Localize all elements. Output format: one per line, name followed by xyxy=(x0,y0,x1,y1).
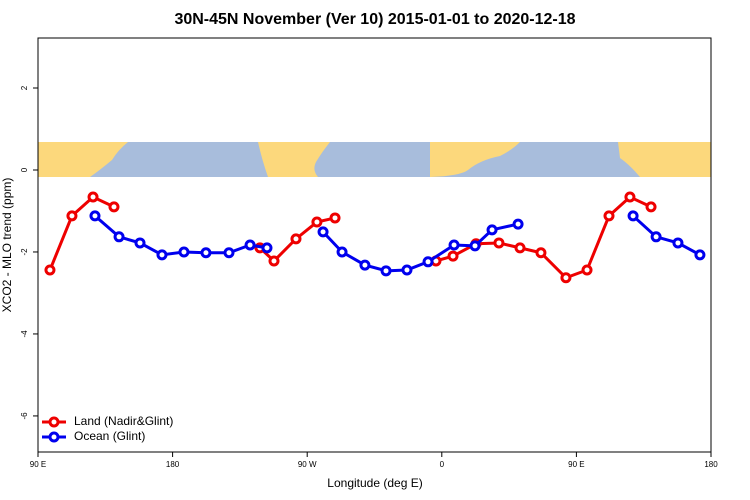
x-tick-label: 90 W xyxy=(298,460,317,469)
point xyxy=(311,216,323,228)
point xyxy=(448,239,460,251)
point xyxy=(66,210,78,222)
series-line xyxy=(48,195,652,280)
point xyxy=(560,272,572,284)
series-line xyxy=(93,214,701,273)
point xyxy=(244,239,256,251)
point xyxy=(694,249,706,261)
legend-label: Land (Nadir&Glint) xyxy=(74,414,173,428)
x-tick-label: 90 E xyxy=(568,460,584,469)
y-tick-label: -2 xyxy=(20,248,29,256)
point xyxy=(89,210,101,222)
x-tick-label: 180 xyxy=(704,460,718,469)
point xyxy=(134,237,146,249)
map-band xyxy=(38,142,711,177)
point xyxy=(627,210,639,222)
point xyxy=(156,249,168,261)
point xyxy=(290,233,302,245)
point xyxy=(261,242,273,254)
x-tick-label: 90 E xyxy=(30,460,46,469)
legend-swatch-point xyxy=(48,431,60,443)
point xyxy=(581,264,593,276)
point xyxy=(268,255,280,267)
x-tick-label: 0 xyxy=(440,460,445,469)
point xyxy=(317,226,329,238)
point xyxy=(486,224,498,236)
point xyxy=(178,246,190,258)
point xyxy=(514,242,526,254)
point xyxy=(603,210,615,222)
point xyxy=(359,259,371,271)
x-tick-label: 180 xyxy=(166,460,180,469)
point xyxy=(329,212,341,224)
point xyxy=(200,247,212,259)
point xyxy=(108,201,120,213)
y-tick-label: -6 xyxy=(20,412,29,420)
point xyxy=(223,247,235,259)
y-tick-label: 2 xyxy=(20,85,29,90)
point xyxy=(44,264,56,276)
y-tick-label: 0 xyxy=(20,167,29,172)
point xyxy=(624,191,636,203)
point xyxy=(401,264,413,276)
x-axis-label: Longitude (deg E) xyxy=(327,476,422,490)
legend-swatch-point xyxy=(48,416,60,428)
point xyxy=(336,246,348,258)
point xyxy=(447,250,459,262)
point xyxy=(512,218,524,230)
chart-title: 30N-45N November (Ver 10) 2015-01-01 to … xyxy=(174,11,575,28)
y-axis-label: XCO2 - MLO trend (ppm) xyxy=(0,178,14,313)
point xyxy=(113,231,125,243)
point xyxy=(469,240,481,252)
point xyxy=(422,256,434,268)
point xyxy=(380,265,392,277)
legend-label: Ocean (Glint) xyxy=(74,429,145,443)
point xyxy=(650,231,662,243)
point xyxy=(672,237,684,249)
y-tick-label: -4 xyxy=(20,330,29,338)
point xyxy=(493,237,505,249)
plot-frame xyxy=(37,37,712,453)
point xyxy=(535,247,547,259)
point xyxy=(645,201,657,213)
point xyxy=(87,191,99,203)
